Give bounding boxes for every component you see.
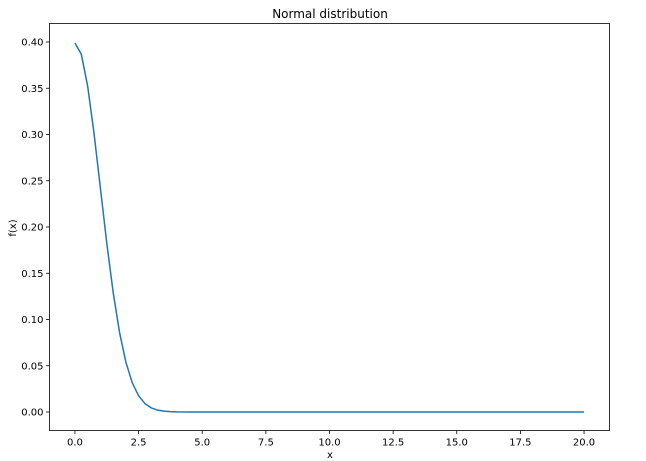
x-tick-label: 17.5: [509, 438, 531, 449]
x-tick-label: 5.0: [194, 438, 210, 449]
series-layer: [74, 42, 585, 413]
y-tick-label: 0.10: [21, 315, 43, 326]
x-axis-ticks: 0.0 2.5 5.0 7.5 10.0 12.5 15.0 17.5 20.0: [67, 430, 595, 449]
x-tick-label: 10.0: [318, 438, 340, 449]
y-tick-label: 0.05: [21, 361, 43, 372]
x-tick-label: 2.5: [131, 438, 147, 449]
y-tick-label: 0.00: [21, 408, 43, 419]
y-tick-label: 0.30: [21, 130, 43, 141]
x-tick-label: 15.0: [446, 438, 468, 449]
x-axis-label: x: [327, 450, 333, 461]
x-tick-label: 12.5: [382, 438, 404, 449]
y-tick-label: 0.35: [21, 84, 43, 95]
y-axis-label: f(x): [8, 219, 19, 236]
chart-title: Normal distribution: [272, 7, 388, 21]
x-tick-label: 0.0: [67, 438, 83, 449]
series-line: [74, 42, 585, 413]
y-tick-label: 0.25: [21, 176, 43, 187]
x-tick-label: 7.5: [258, 438, 274, 449]
y-axis-ticks: 0.00 0.05 0.10 0.15 0.20 0.25 0.30 0.35 0.40: [21, 38, 50, 419]
plot-frame: [49, 23, 610, 431]
y-tick-label: 0.15: [21, 269, 43, 280]
x-tick-label: 20.0: [573, 438, 595, 449]
y-tick-label: 0.40: [21, 38, 43, 49]
y-tick-label: 0.20: [21, 223, 43, 234]
